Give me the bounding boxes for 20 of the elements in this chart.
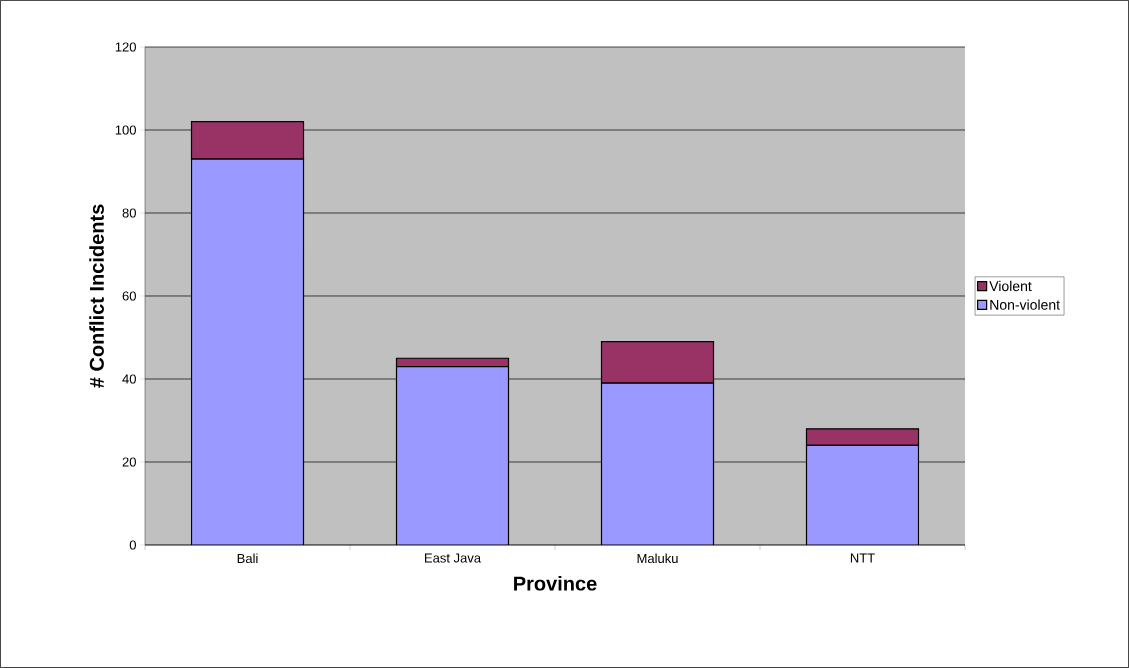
x-tick-label: East Java [425, 553, 482, 563]
y-tick-label: 120 [115, 42, 136, 52]
bar [600, 382, 715, 545]
y-tick-label: 100 [115, 125, 136, 135]
x-tick-label: NTT [850, 553, 875, 563]
bar [600, 341, 715, 384]
legend-label: Violent [989, 280, 1032, 292]
bar [190, 158, 305, 545]
y-tick-label: 20 [122, 457, 136, 467]
x-tick-label: Bali [237, 553, 258, 564]
y-axis-title: # Conflict Incidents [89, 204, 104, 388]
x-tick-label: Maluku [637, 553, 678, 564]
y-tick-label: 80 [122, 208, 136, 218]
bar [805, 444, 920, 545]
y-tick-label: 40 [122, 374, 136, 384]
y-tick-label: 0 [129, 540, 136, 550]
bar [395, 365, 510, 545]
x-axis-title: Province [514, 575, 597, 591]
y-tick-label: 60 [122, 291, 136, 301]
legend-label: Non-violent [990, 299, 1060, 310]
